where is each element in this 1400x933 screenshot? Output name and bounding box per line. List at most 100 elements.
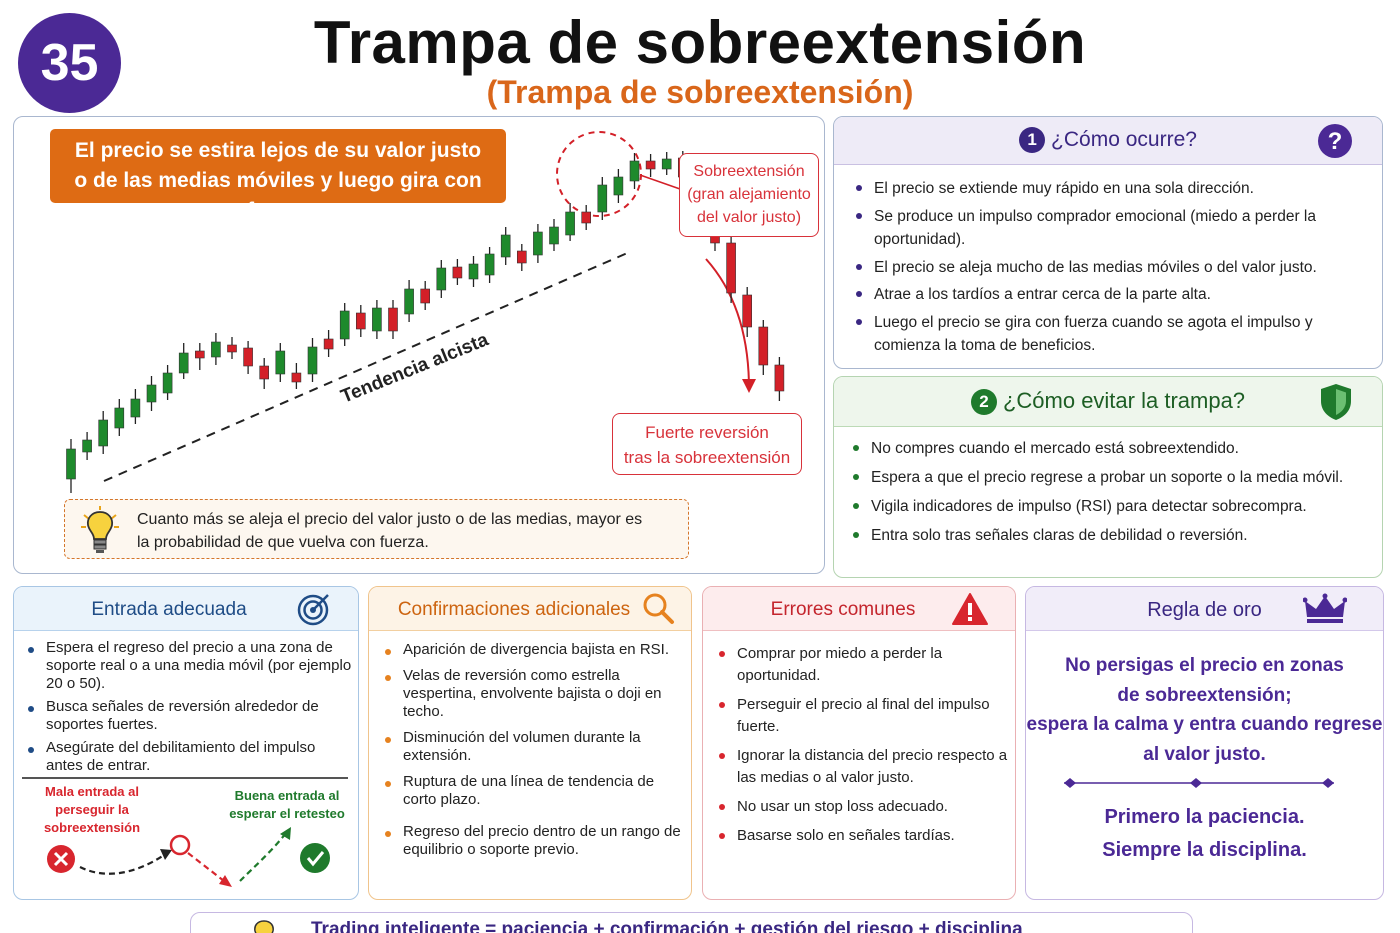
how-header: 1 ¿Cómo ocurre? ? — [834, 117, 1382, 165]
callout-connector — [639, 174, 681, 190]
how-it-happens-panel: 1 ¿Cómo ocurre? ? El precio se extiende m… — [833, 116, 1383, 369]
page-title: Trampa de sobreextensión — [313, 9, 1087, 76]
bullish-candle — [372, 307, 382, 332]
bullish-candle — [549, 226, 559, 245]
errors-title: Errores comunes — [770, 599, 916, 620]
bad-entry-label: Mala entrada al perseguir la sobreextens… — [43, 784, 141, 835]
how-list: El precio se extiende muy rápido en una … — [854, 177, 1374, 362]
drop-path — [187, 852, 225, 882]
how-to-avoid-panel: 2 ¿Cómo evitar la trampa? No compres cuan… — [833, 376, 1383, 578]
section-number: 2 — [970, 389, 997, 415]
bearish-candle — [195, 350, 205, 359]
errors-header: Errores comunes — [703, 587, 1015, 631]
golden-line: No persigas el precio en zonas — [1065, 655, 1344, 676]
callout-line: Sobreextensión — [693, 163, 805, 180]
bullish-candle — [275, 350, 286, 375]
avoid-header: 2 ¿Cómo evitar la trampa? — [834, 377, 1382, 427]
bearish-candle — [581, 211, 592, 224]
bullish-candle — [162, 372, 173, 394]
callout-line: del valor justo) — [696, 209, 802, 226]
avoid-list: No compres cuando el mercado está sobree… — [851, 437, 1371, 553]
avoid-title: ¿Cómo evitar la trampa? — [1002, 388, 1246, 413]
golden-sub-line: Siempre la disciplina. — [1102, 839, 1307, 861]
header: 35 Trampa de sobreextensión (Trampa de s… — [0, 0, 1400, 115]
list-item: Asegúrate del debilitamiento del impulso… — [26, 739, 352, 775]
bullish-candle — [468, 263, 479, 280]
bearish-candle — [516, 250, 527, 264]
bearish-candle — [758, 326, 769, 366]
bearish-candle — [291, 372, 302, 383]
chart-panel: El precio se estira lejos de su valor ju… — [13, 116, 825, 574]
bearish-candle — [355, 312, 366, 330]
golden-line: al valor justo. — [1143, 743, 1266, 765]
good-path — [239, 832, 287, 882]
list-item: Comprar por miedo a perder la oportunida… — [717, 643, 1011, 687]
confirm-title: Confirmaciones adicionales — [397, 599, 631, 620]
bearish-candle — [742, 294, 753, 328]
list-item: El precio se aleja mucho de las medias m… — [854, 256, 1374, 280]
list-item: El precio se extiende muy rápido en una … — [854, 177, 1374, 201]
errors-list: Comprar por miedo a perder la oportunida… — [717, 643, 1011, 854]
bullish-candle — [178, 352, 189, 374]
golden-line: de sobreextensión; — [1117, 684, 1292, 706]
callout-line: tras la sobreextensión — [623, 448, 791, 467]
bearish-candle — [227, 344, 237, 353]
bullish-candle — [533, 231, 543, 256]
list-item: Ignorar la distancia del precio respecto… — [717, 745, 1011, 789]
list-item: Velas de reversión como estrella vespert… — [383, 667, 689, 721]
bullish-candle — [661, 158, 672, 170]
bullish-candle — [82, 439, 92, 453]
callout-line: Fuerte reversión — [645, 423, 769, 442]
bullish-candle — [629, 160, 640, 182]
confirmations-panel: Confirmaciones adicionales Aparición de … — [368, 586, 692, 900]
list-item: Perseguir el precio al final del impulso… — [717, 694, 1011, 738]
list-item: Luego el precio se gira con fuerza cuand… — [854, 311, 1374, 358]
bearish-candle — [323, 338, 334, 350]
entry-example-diagram — [47, 827, 330, 887]
overextension-callout: Sobreextensión (gran alejamiento del val… — [679, 153, 819, 237]
confirm-header: Confirmaciones adicionales — [369, 587, 691, 631]
footer-text: Trading inteligente = paciencia + confir… — [311, 919, 1023, 933]
tip-line: la probabilidad de que vuelva con fuerza… — [137, 534, 429, 551]
golden-rule-text: No persigas el precio en zonas de sobree… — [1026, 651, 1383, 769]
tip-text: Cuanto más se aleja el precio del valor … — [137, 508, 677, 554]
magnifier-icon — [643, 593, 674, 624]
list-item: Aparición de divergencia bajista en RSI. — [383, 641, 689, 659]
entry-list: Espera el regreso del precio a una zona … — [26, 639, 352, 780]
list-item: Basarse solo en señales tardías. — [717, 825, 1011, 847]
question-icon: ? — [1318, 124, 1352, 158]
list-item: No compres cuando el mercado está sobree… — [851, 437, 1371, 460]
bullish-candle — [114, 407, 125, 429]
bullish-candle — [339, 310, 350, 340]
golden-line: espera la calma y entra cuando regrese — [1026, 714, 1383, 735]
list-item: Espera a que el precio regrese a probar … — [851, 466, 1371, 489]
golden-header: Regla de oro — [1026, 587, 1383, 631]
confirm-list: Aparición de divergencia bajista en RSI.… — [383, 641, 689, 867]
divider — [22, 777, 348, 779]
golden-subtext: Primero la paciencia. Siempre la discipl… — [1026, 801, 1383, 867]
list-item: Se produce un impulso comprador emociona… — [854, 205, 1374, 252]
bullish-candle — [404, 288, 414, 315]
golden-sub-line: Primero la paciencia. — [1104, 806, 1305, 828]
crown-icon — [1303, 593, 1347, 623]
good-entry-label: Buena entrada al esperar el retesteo — [229, 788, 345, 821]
ornament-divider — [1064, 778, 1334, 788]
bearish-candle — [726, 242, 736, 294]
entry-title: Entrada adecuada — [91, 599, 247, 620]
bullish-candle — [211, 341, 221, 358]
bearish-candle — [645, 160, 656, 170]
golden-rule-panel: Regla de oro No persigas el precio en zo… — [1025, 586, 1384, 900]
bullish-candle — [130, 398, 141, 418]
bullish-candle — [597, 184, 608, 213]
target-icon — [297, 594, 329, 626]
list-item: Disminución del volumen durante la exten… — [383, 729, 689, 765]
proper-entry-panel: Entrada adecuada Espera el regreso del p… — [13, 586, 359, 900]
lesson-number-badge: 35 — [18, 13, 121, 113]
bearish-candle — [259, 365, 269, 380]
bearish-candle — [243, 347, 253, 367]
bullish-candle — [565, 211, 575, 236]
bullish-candle — [307, 346, 318, 375]
list-item: Entra solo tras señales claras de debili… — [851, 524, 1371, 547]
list-item: Ruptura de una línea de tendencia de cor… — [383, 773, 689, 809]
trend-label: Tendencia alcista — [338, 329, 492, 407]
